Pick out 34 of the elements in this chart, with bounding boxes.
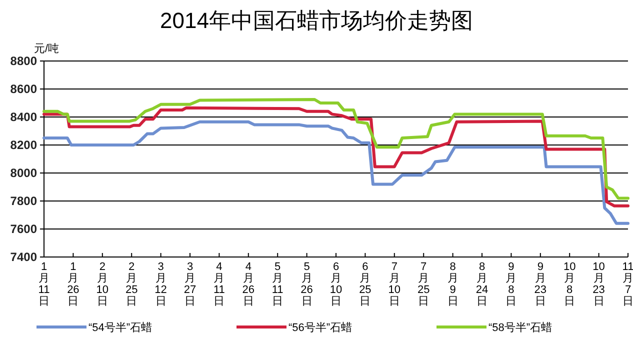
x-tick-label: 3月12日 (154, 261, 167, 308)
legend-label: “56号半”石蜡 (288, 320, 352, 334)
x-tick-label: 1月26日 (67, 261, 80, 308)
x-tick-label: 4月26日 (242, 261, 255, 308)
y-tick-label: 7800 (10, 194, 38, 208)
x-tick-label: 8月24日 (476, 261, 488, 308)
y-tick-label: 8200 (10, 138, 38, 152)
legend-label: “58号半”石蜡 (488, 320, 552, 334)
y-tick-label: 7600 (10, 222, 38, 236)
y-tick-label: 7400 (10, 250, 38, 264)
x-tick-label: 8月9日 (447, 261, 458, 308)
chart-title: 2014年中国石蜡市场均价走势图 (160, 8, 473, 33)
x-tick-label: 4月11日 (213, 261, 225, 308)
x-tick-label: 5月26日 (300, 261, 313, 308)
x-tick-label: 2月25日 (125, 261, 138, 308)
x-tick-label: 6月25日 (359, 261, 372, 308)
x-tick-label: 9月23日 (534, 261, 547, 308)
legend-label: “54号半”石蜡 (88, 320, 152, 334)
x-tick-label: 1月11日 (38, 261, 50, 308)
x-tick-label: 10月8日 (563, 261, 576, 308)
y-tick-label: 8600 (10, 82, 38, 96)
y-tick-label: 8000 (10, 166, 38, 180)
y-tick-label: 8800 (10, 54, 38, 68)
x-tick-label: 6月10日 (330, 261, 342, 308)
x-tick-label: 2月10日 (96, 261, 109, 308)
x-tick-label: 11月7日 (622, 261, 633, 308)
y-tick-label: 8400 (10, 110, 38, 124)
x-tick-label: 9月8日 (506, 261, 517, 308)
y-axis-title: 元/吨 (34, 42, 60, 55)
x-tick-label: 10月23日 (592, 261, 605, 308)
x-tick-label: 3月27日 (184, 261, 196, 308)
x-tick-label: 5月11日 (272, 261, 284, 308)
x-tick-label: 7月25日 (417, 261, 430, 308)
x-tick-label: 7月10日 (388, 261, 401, 308)
